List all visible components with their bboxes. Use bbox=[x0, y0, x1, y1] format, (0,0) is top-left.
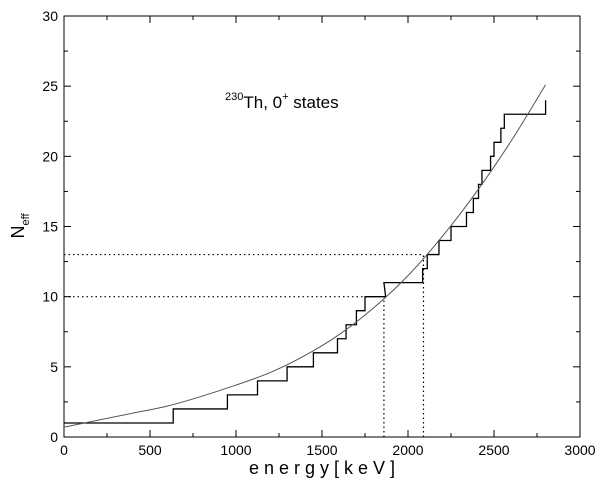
x-tick-label: 2500 bbox=[478, 442, 509, 458]
y-tick-label: 25 bbox=[42, 78, 58, 94]
reference-lines bbox=[64, 253, 425, 437]
y-axis-label: Neff bbox=[8, 213, 32, 239]
annotation-mass-number: 230 bbox=[225, 91, 243, 103]
y-tick-label: 10 bbox=[42, 289, 58, 305]
axis-ticks bbox=[63, 15, 581, 438]
series-layer bbox=[63, 84, 547, 428]
svg-text:Neff: Neff bbox=[8, 213, 32, 239]
x-tick-label: 3000 bbox=[564, 442, 595, 458]
step-series bbox=[64, 100, 547, 424]
y-tick-label: 5 bbox=[50, 359, 58, 375]
chart-annotation: 230Th, 0+ states bbox=[225, 91, 339, 112]
y-tick-label: 20 bbox=[42, 148, 58, 164]
x-tick-label: 1500 bbox=[306, 442, 337, 458]
x-axis-label: e n e r g y [ k e V ] bbox=[249, 458, 395, 478]
annotation-rest: states bbox=[289, 93, 339, 112]
x-tick-label: 1000 bbox=[220, 442, 251, 458]
tick-labels: 0 500 1000 1500 2000 2500 3000 0 5 10 15 20 25 30 bbox=[42, 8, 595, 458]
y-axis-label-main: N bbox=[8, 226, 28, 239]
y-tick-label: 15 bbox=[42, 219, 58, 235]
annotation-parity: + bbox=[282, 91, 288, 103]
plot-frame bbox=[63, 15, 581, 438]
x-tick-label: 500 bbox=[138, 442, 162, 458]
y-tick-label: 30 bbox=[42, 8, 58, 24]
fit-curve bbox=[63, 84, 547, 428]
y-tick-label: 0 bbox=[50, 429, 58, 445]
x-tick-label: 2000 bbox=[392, 442, 423, 458]
annotation-main: Th, 0 bbox=[243, 93, 282, 112]
x-tick-label: 0 bbox=[60, 442, 68, 458]
y-axis-label-sub: eff bbox=[20, 213, 32, 226]
